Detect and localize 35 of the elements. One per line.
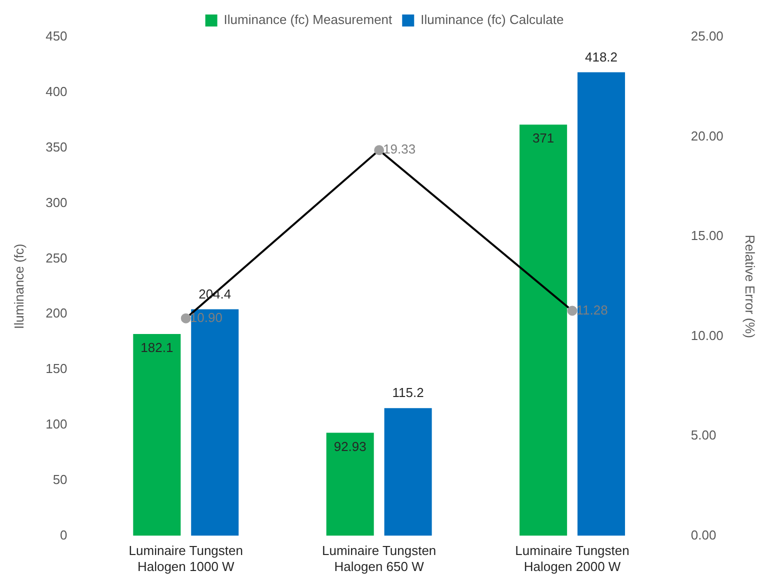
legend-label: Iluminance (fc) Calculate <box>420 12 564 28</box>
y-tick-label: 450 <box>46 28 68 44</box>
data-label: 371 <box>532 130 554 146</box>
y-tick-label: 250 <box>46 250 68 266</box>
y2-tick-label: 20.00 <box>690 128 724 144</box>
x-tick-label: Luminaire Tungsten Halogen 2000 W <box>515 543 630 574</box>
bar <box>326 432 374 536</box>
bar <box>191 309 239 536</box>
y-tick-label: 100 <box>46 416 68 432</box>
legend-label: Iluminance (fc) Measurement <box>224 12 393 28</box>
x-tick-label: Luminaire Tungsten Halogen 650 W <box>322 543 436 574</box>
y2-tick-label: 10.00 <box>690 328 724 343</box>
bar <box>384 408 432 536</box>
data-label: 19.33 <box>383 142 416 157</box>
y2-tick-label: 0.00 <box>690 527 716 542</box>
x-tick-label: Luminaire Tungsten Halogen 1000 W <box>128 543 243 574</box>
y-tick-label: 150 <box>46 361 68 376</box>
bar <box>133 334 181 536</box>
data-label: 92.93 <box>334 438 366 454</box>
y-tick-label: 50 <box>52 472 68 487</box>
y-tick-label: 350 <box>46 139 68 154</box>
y-tick-label: 200 <box>46 306 68 321</box>
y2-tick-label: 5.00 <box>690 428 716 443</box>
y-axis-title: Iluminance (fc) <box>11 244 26 330</box>
data-label: 418.2 <box>584 49 618 64</box>
y2-axis-title: Relative Error (%) <box>742 234 758 338</box>
y-tick-label: 400 <box>46 84 68 99</box>
data-label: 115.2 <box>392 385 424 400</box>
y2-tick-label: 25.00 <box>690 28 724 44</box>
bar <box>577 72 626 536</box>
bar <box>520 124 568 536</box>
data-label: 182.1 <box>140 340 174 356</box>
y2-tick-label: 15.00 <box>690 228 724 244</box>
y-tick-label: 0 <box>60 527 68 542</box>
y-tick-label: 300 <box>46 194 68 210</box>
